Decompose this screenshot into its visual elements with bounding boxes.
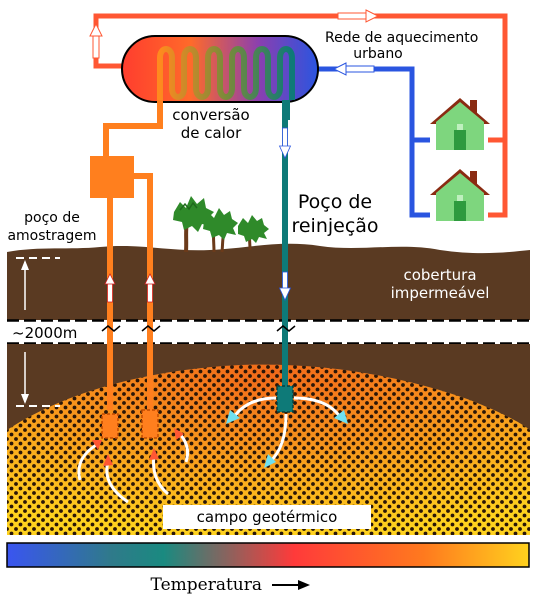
arrow-up-icon	[89, 22, 103, 59]
district-heating-label-2: urbano	[353, 46, 403, 62]
heat-conversion-label-1: conversão	[172, 106, 249, 124]
depth-markers: ~2000m	[7, 257, 79, 407]
district-heating-label-1: Rede de aquecimento	[325, 30, 478, 46]
district-heating-network	[89, 9, 508, 218]
reinjection-well	[276, 118, 296, 413]
heat-coil	[157, 46, 295, 100]
sampling-well-label-2: amostragem	[7, 228, 96, 244]
reinjection-label-2: reinjeção	[291, 215, 378, 237]
cap-rock-label-1: cobertura	[403, 266, 476, 284]
outflow-arrows	[226, 396, 348, 468]
sampling-well-label-1: poço de	[24, 210, 80, 226]
arrow-down-icon	[278, 271, 292, 301]
depth-label: ~2000m	[12, 324, 77, 342]
arrow-up-icon	[104, 273, 116, 303]
tree-icon	[203, 208, 238, 253]
arrow-up-icon	[144, 273, 156, 303]
depth-gap	[7, 320, 530, 344]
arrow-right-icon	[272, 580, 310, 590]
pump-box	[90, 156, 134, 198]
house-icon	[430, 169, 490, 221]
house-icon	[430, 98, 490, 150]
temperature-scale-bar	[6, 542, 530, 568]
production-wells	[90, 118, 163, 439]
arrow-down-icon	[278, 127, 292, 159]
cap-rock-label-2: impermeável	[391, 284, 490, 302]
inflow-arrows	[77, 428, 190, 504]
reinjection-label-1: Poço de	[298, 191, 372, 213]
arrow-right-icon	[337, 9, 380, 23]
temperature-label: Temperatura	[151, 575, 262, 595]
tree-icon	[238, 215, 269, 251]
tree-icon	[173, 196, 214, 253]
ground	[7, 243, 530, 535]
geothermal-field-label: campo geotérmico	[197, 508, 338, 526]
upper-soil	[7, 243, 530, 320]
heat-conversion-label-2: de calor	[181, 124, 242, 142]
arrow-left-icon	[332, 62, 375, 76]
heat-exchanger	[121, 35, 319, 126]
